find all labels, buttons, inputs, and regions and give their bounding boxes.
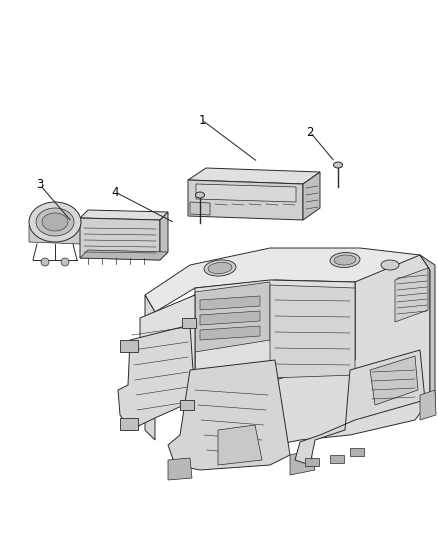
Ellipse shape	[29, 202, 81, 242]
Text: 1: 1	[198, 114, 206, 126]
Polygon shape	[29, 226, 81, 244]
Polygon shape	[195, 282, 270, 352]
Polygon shape	[145, 295, 155, 440]
Polygon shape	[160, 212, 168, 260]
Text: 4: 4	[111, 185, 119, 198]
Ellipse shape	[381, 260, 399, 270]
Ellipse shape	[36, 208, 74, 236]
Bar	[180, 400, 194, 410]
Ellipse shape	[195, 192, 205, 198]
Polygon shape	[420, 390, 436, 420]
Polygon shape	[295, 350, 425, 465]
Polygon shape	[370, 356, 418, 405]
Text: 3: 3	[36, 179, 44, 191]
Polygon shape	[168, 458, 192, 480]
Ellipse shape	[334, 255, 356, 265]
Ellipse shape	[204, 260, 236, 276]
Polygon shape	[270, 285, 355, 378]
Polygon shape	[118, 325, 195, 430]
Polygon shape	[145, 248, 428, 312]
Ellipse shape	[330, 253, 360, 268]
Polygon shape	[218, 425, 262, 465]
Polygon shape	[195, 280, 355, 400]
Bar	[120, 340, 138, 352]
Polygon shape	[188, 168, 320, 184]
Polygon shape	[80, 218, 160, 260]
Polygon shape	[303, 172, 320, 220]
Text: 2: 2	[306, 125, 314, 139]
Ellipse shape	[42, 213, 68, 231]
Polygon shape	[420, 255, 435, 405]
Bar	[120, 418, 138, 430]
Polygon shape	[188, 180, 303, 220]
Polygon shape	[290, 450, 315, 475]
Polygon shape	[395, 268, 428, 322]
Bar	[330, 455, 344, 463]
Polygon shape	[200, 326, 260, 340]
Polygon shape	[80, 210, 168, 220]
Circle shape	[61, 258, 69, 266]
Polygon shape	[190, 202, 210, 215]
Polygon shape	[200, 296, 260, 310]
Ellipse shape	[333, 162, 343, 168]
Polygon shape	[125, 295, 195, 430]
Polygon shape	[168, 360, 290, 470]
Polygon shape	[270, 255, 430, 445]
Polygon shape	[196, 184, 296, 202]
Bar	[182, 318, 196, 328]
Circle shape	[41, 258, 49, 266]
Polygon shape	[80, 250, 168, 260]
Ellipse shape	[208, 262, 232, 273]
Bar	[305, 458, 319, 466]
Bar	[350, 448, 364, 456]
Polygon shape	[200, 311, 260, 325]
